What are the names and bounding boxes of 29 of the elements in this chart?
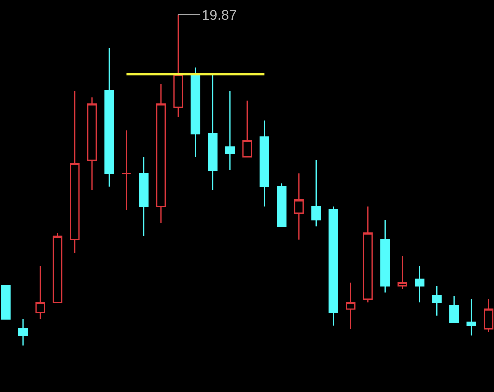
candlestick bbox=[208, 74, 218, 191]
candlestick bbox=[415, 266, 425, 304]
candlestick bbox=[70, 90, 80, 254]
candlestick bbox=[190, 67, 201, 158]
candlestick bbox=[277, 182, 287, 228]
candlestick bbox=[87, 96, 98, 191]
candlestick bbox=[18, 318, 28, 346]
candlestick bbox=[225, 90, 236, 171]
candlestick bbox=[346, 282, 356, 330]
candlestick bbox=[398, 256, 408, 290]
candlestick bbox=[380, 219, 390, 294]
candlestick bbox=[139, 156, 149, 238]
candlestick bbox=[328, 206, 338, 326]
candlestick bbox=[122, 130, 132, 211]
annotation: 19.87 bbox=[202, 7, 238, 23]
candlestick bbox=[450, 295, 460, 324]
candlestick bbox=[1, 286, 11, 320]
candlestick bbox=[36, 266, 46, 320]
candlestick bbox=[52, 232, 63, 304]
candlestick bbox=[432, 286, 442, 317]
candlestick bbox=[466, 298, 476, 336]
candlestick bbox=[312, 160, 322, 228]
candlestick bbox=[104, 47, 114, 188]
candlestick bbox=[363, 206, 373, 304]
candlestick bbox=[260, 120, 270, 208]
candlestick bbox=[294, 173, 304, 240]
candlestick bbox=[174, 14, 184, 118]
candlestick bbox=[156, 84, 166, 224]
candlestick bbox=[242, 100, 252, 158]
